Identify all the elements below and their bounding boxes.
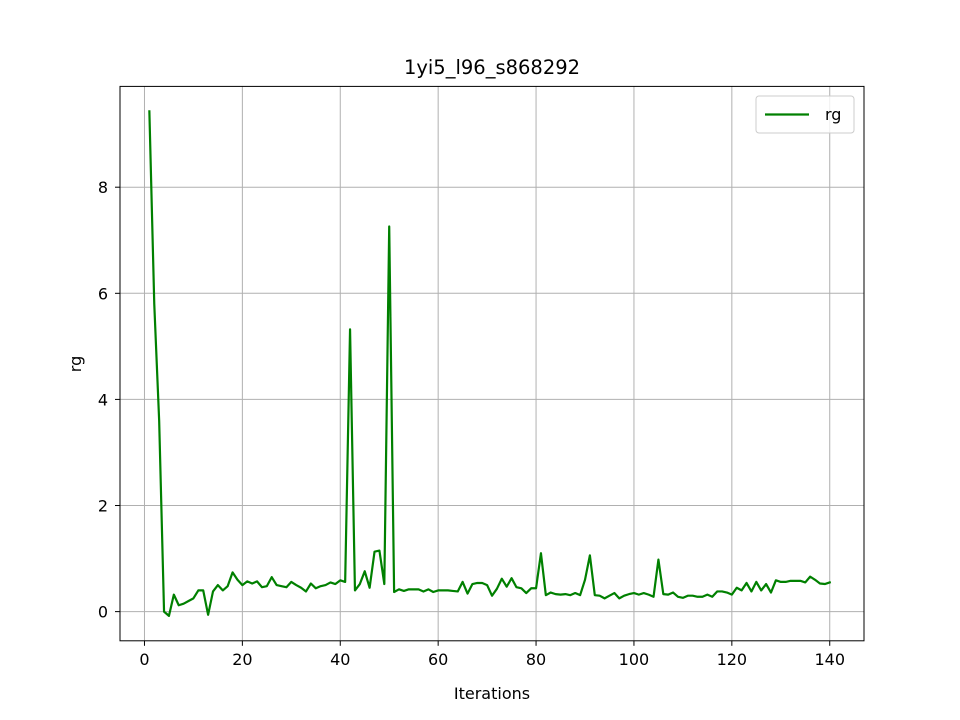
y-axis: 0 2 4 6 8	[98, 178, 120, 622]
x-tick-label-80: 80	[526, 650, 546, 669]
x-tick-label-20: 20	[232, 650, 252, 669]
y-tick-label-8: 8	[98, 178, 108, 197]
x-tick-label-60: 60	[428, 650, 448, 669]
series-line-rg	[148, 110, 832, 617]
legend-label-rg: rg	[825, 105, 841, 124]
y-tick-label-0: 0	[98, 603, 108, 622]
x-axis: 0 20 40 60 80 100 120 140	[139, 640, 845, 669]
legend: rg	[755, 95, 855, 134]
x-tick-label-0: 0	[139, 650, 149, 669]
grid-lines	[120, 86, 864, 641]
x-axis-label: Iterations	[454, 684, 530, 703]
x-tick-label-140: 140	[814, 650, 845, 669]
x-tick-label-100: 100	[619, 650, 650, 669]
y-tick-label-2: 2	[98, 497, 108, 516]
x-tick-label-120: 120	[717, 650, 748, 669]
y-tick-label-4: 4	[98, 390, 108, 409]
chart-title: 1yi5_l96_s868292	[404, 56, 580, 79]
plot-area-frame	[119, 85, 865, 642]
series-layer	[148, 110, 832, 617]
x-tick-label-40: 40	[330, 650, 350, 669]
y-axis-label: rg	[66, 356, 85, 372]
y-tick-label-6: 6	[98, 284, 108, 303]
